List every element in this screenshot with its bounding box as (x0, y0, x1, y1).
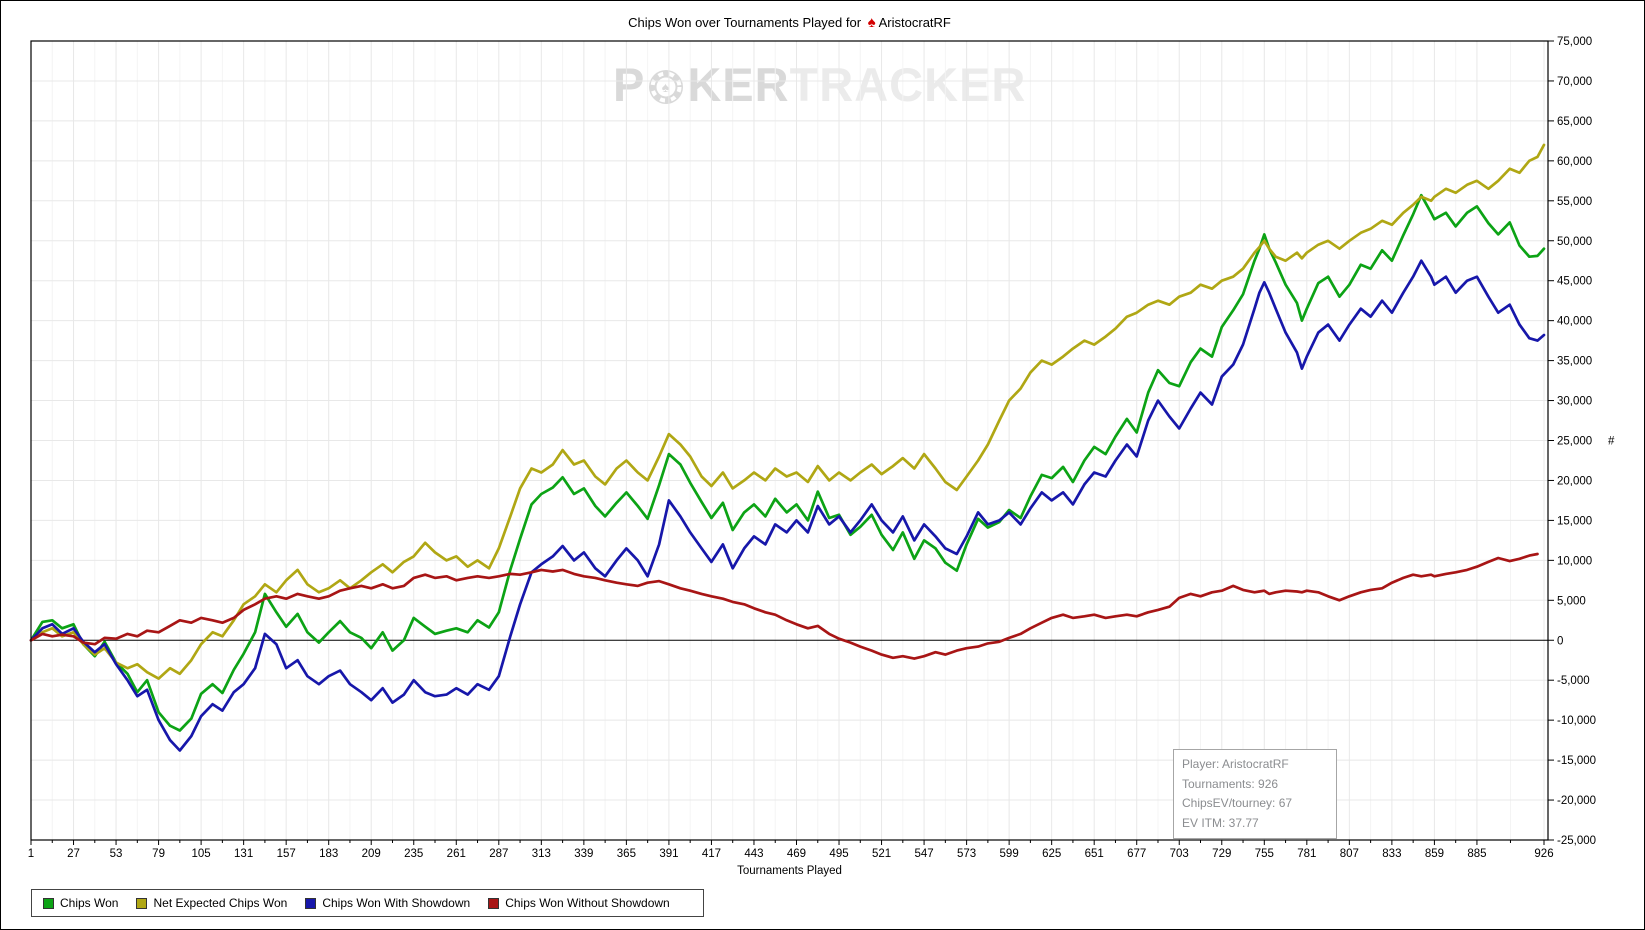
x-axis-tick-label: 926 (1534, 848, 1553, 860)
x-axis-tick-label: 79 (152, 848, 165, 860)
x-axis-title: Tournaments Played (737, 865, 842, 877)
legend-item-chips-won: Chips Won (43, 896, 118, 910)
x-axis-tick-label: 391 (659, 848, 678, 860)
svg-text:♠: ♠ (662, 79, 670, 95)
y-axis-tick-label: 45,000 (1557, 276, 1592, 288)
x-axis-tick-label: 729 (1212, 848, 1231, 860)
x-axis-tick-label: 287 (489, 848, 508, 860)
x-axis-tick-label: 573 (957, 848, 976, 860)
y-axis-title: # (1608, 436, 1615, 448)
y-axis-tick-label: 75,000 (1557, 36, 1592, 48)
y-axis-tick-label: -25,000 (1557, 835, 1596, 847)
x-axis-tick-label: 859 (1425, 848, 1444, 860)
x-axis-tick-label: 469 (787, 848, 806, 860)
y-axis-tick-label: 20,000 (1557, 475, 1592, 487)
info-player: Player: AristocratRF (1182, 757, 1289, 771)
y-axis-tick-label: 70,000 (1557, 76, 1592, 88)
pokertracker-watermark: P ♠ KERTRACKER (613, 57, 1026, 117)
x-axis-tick-label: 27 (67, 848, 80, 860)
x-axis-tick-label: 339 (574, 848, 593, 860)
x-axis-tick-label: 781 (1297, 848, 1316, 860)
y-axis-tick-label: 25,000 (1557, 436, 1592, 448)
y-axis-tick-label: 0 (1557, 635, 1563, 647)
y-axis-tick-label: 40,000 (1557, 316, 1592, 328)
y-axis-tick-label: 30,000 (1557, 396, 1592, 408)
chart-title: Chips Won over Tournaments Played for ♠ A… (31, 14, 1548, 31)
x-axis-tick-label: 495 (829, 848, 848, 860)
x-axis-tick-label: 53 (110, 848, 123, 860)
watermark-text-tracker: TRACKER (789, 58, 1027, 111)
x-axis-tick-label: 807 (1340, 848, 1359, 860)
info-tournaments: Tournaments: 926 (1182, 776, 1279, 791)
x-axis-tick-label: 651 (1085, 848, 1104, 860)
legend-swatch-icon (43, 897, 54, 909)
y-axis-tick-label: 50,000 (1557, 236, 1592, 248)
chart-title-text: Chips Won over Tournaments Played for (628, 15, 862, 30)
y-axis-tick-label: 35,000 (1557, 356, 1592, 368)
info-ev-itm: EV ITM: 37.77 (1182, 815, 1259, 830)
series-line-net-expected-chips-won (29, 143, 1546, 680)
legend-item-net-expected-chips-won: Net Expected Chips Won (136, 896, 287, 910)
legend-label: Chips Won (60, 896, 119, 910)
legend-item-chips-won-without-showdown: Chips Won Without Showdown (488, 896, 670, 910)
x-axis-tick-label: 885 (1467, 848, 1486, 860)
x-axis-tick-label: 521 (872, 848, 891, 860)
legend-label: Net Expected Chips Won (153, 896, 288, 910)
legend-item-chips-won-with-showdown: Chips Won With Showdown (305, 896, 470, 910)
legend: Chips Won Net Expected Chips Won Chips Won… (31, 889, 704, 917)
legend-label: Chips Won With Showdown (322, 896, 471, 910)
legend-swatch-icon (305, 897, 317, 909)
y-axis-tick-label: 55,000 (1557, 196, 1592, 208)
y-axis-tick-label: -20,000 (1557, 795, 1596, 807)
x-axis-tick-label: 547 (914, 848, 933, 860)
legend-swatch-icon (136, 897, 148, 909)
y-axis-tick-label: -15,000 (1557, 755, 1596, 767)
x-axis-tick-label: 105 (192, 848, 211, 860)
x-axis-tick-label: 833 (1382, 848, 1401, 860)
y-axis-tick-label: 65,000 (1557, 116, 1592, 128)
x-axis-tick-label: 1 (28, 848, 34, 860)
chart-title-player: AristocratRF (878, 15, 951, 30)
watermark-text-ker: KER (687, 58, 790, 111)
stats-info-box: Player: AristocratRF Tournaments: 926 Ch… (1173, 749, 1337, 839)
x-axis-tick-label: 157 (277, 848, 296, 860)
x-axis-tick-label: 365 (617, 848, 636, 860)
x-axis-tick-label: 261 (447, 848, 466, 860)
y-axis-tick-label: 10,000 (1557, 555, 1592, 567)
x-axis-tick-label: 235 (404, 848, 423, 860)
x-axis-tick-label: 755 (1255, 848, 1274, 860)
x-axis-tick-label: 313 (532, 848, 551, 860)
y-axis-tick-label: 60,000 (1557, 156, 1592, 168)
series-line-chips-won-without-showdown (29, 552, 1539, 660)
x-axis-tick-label: 677 (1127, 848, 1146, 860)
x-axis-tick-label: 599 (1000, 848, 1019, 860)
x-axis-tick-label: 625 (1042, 848, 1061, 860)
series-line-chips-won (29, 193, 1546, 732)
info-chipsev-per-tourney: ChipsEV/tourney: 67 (1182, 796, 1293, 810)
pokerstars-spade-icon: ♠ (867, 14, 876, 31)
y-axis-tick-label: 15,000 (1557, 515, 1592, 527)
x-axis-tick-label: 183 (319, 848, 338, 860)
x-axis-tick-label: 703 (1170, 848, 1189, 860)
y-axis-tick-label: -5,000 (1557, 675, 1590, 687)
poker-chip-icon: ♠ (645, 62, 687, 117)
x-axis-tick-label: 443 (744, 848, 763, 860)
y-axis-tick-label: 5,000 (1557, 595, 1586, 607)
x-axis-tick-label: 131 (234, 848, 253, 860)
x-axis-tick-label: 209 (362, 848, 381, 860)
y-axis-tick-label: -10,000 (1557, 715, 1596, 727)
watermark-text-p: P (613, 58, 646, 111)
x-axis-tick-label: 417 (702, 848, 721, 860)
legend-label: Chips Won Without Showdown (505, 896, 670, 910)
series-line-chips-won-with-showdown (29, 259, 1546, 752)
legend-swatch-icon (488, 897, 500, 909)
